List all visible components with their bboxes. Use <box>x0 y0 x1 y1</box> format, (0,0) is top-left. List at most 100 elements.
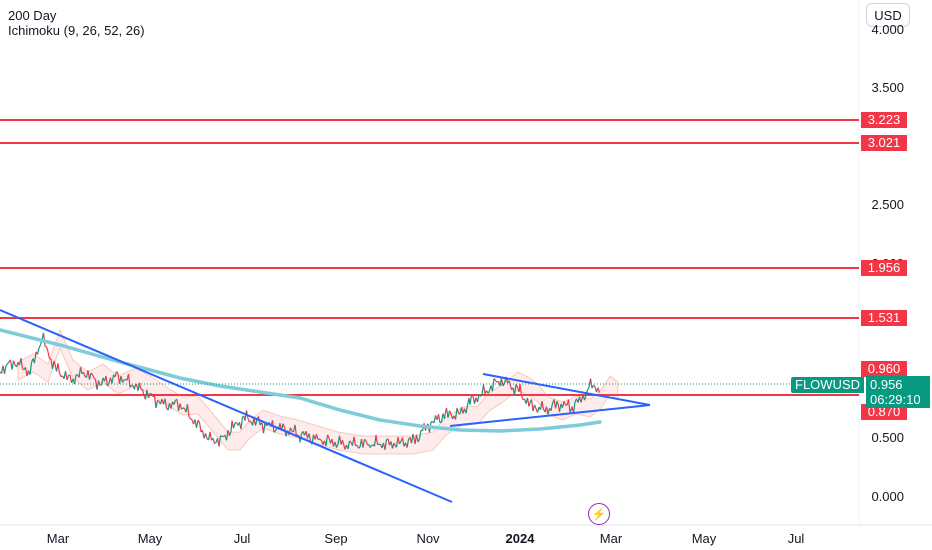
price-segment <box>82 371 86 377</box>
level-tag: 3.021 <box>861 135 907 151</box>
trendline[interactable] <box>482 373 651 406</box>
price-segment <box>583 394 587 401</box>
price-segment <box>164 398 168 409</box>
price-segment <box>556 400 559 405</box>
price-segment <box>418 430 422 439</box>
indicator-label[interactable]: Ichimoku (9, 26, 52, 26) <box>8 23 145 38</box>
price-tick: 4.000 <box>871 22 904 37</box>
price-segment <box>471 394 474 397</box>
price-segment <box>197 419 200 423</box>
price-segment <box>567 399 571 413</box>
price-segment <box>513 384 517 395</box>
price-segment <box>247 418 251 423</box>
bar-countdown: 06:29:10 <box>870 392 921 407</box>
price-segment <box>45 346 49 352</box>
price-segment <box>100 377 104 386</box>
price-segment <box>114 371 118 378</box>
price-segment <box>188 416 191 420</box>
price-segment <box>500 377 504 387</box>
price-segment <box>465 405 469 414</box>
price-segment <box>240 416 244 430</box>
price-series <box>0 332 601 450</box>
date-tick: Mar <box>599 531 623 546</box>
price-segment <box>493 378 496 381</box>
price-segment <box>355 444 358 447</box>
price-segment <box>401 437 405 447</box>
lightning-icon[interactable]: ⚡ <box>588 503 610 525</box>
price-segment <box>502 382 506 387</box>
price-segment <box>335 443 339 448</box>
price-tick: 0.500 <box>871 430 904 445</box>
price-segment <box>519 384 523 396</box>
price-segment <box>397 436 401 445</box>
price-segment <box>334 441 338 448</box>
price-tick: 2.500 <box>871 197 904 212</box>
price-segment <box>7 361 10 365</box>
price-segment <box>51 360 55 370</box>
trendline[interactable] <box>449 404 651 427</box>
price-segment <box>273 430 276 433</box>
price-segment <box>111 374 115 384</box>
price-segment <box>440 413 444 423</box>
price-segment <box>315 434 319 440</box>
price-tick: 3.500 <box>871 80 904 95</box>
price-segment <box>586 387 590 391</box>
horizontal-levels[interactable] <box>0 119 859 396</box>
price-segment <box>22 368 25 371</box>
price-segment <box>214 442 217 445</box>
price-segment <box>349 440 352 443</box>
price-segment <box>433 415 437 423</box>
date-tick: Mar <box>46 531 70 546</box>
price-segment <box>36 348 40 355</box>
price-segment <box>417 438 421 443</box>
price-segment <box>558 403 562 412</box>
price-segment <box>198 422 202 433</box>
price-segment <box>186 404 190 417</box>
price-segment <box>515 384 519 388</box>
price-segment <box>153 395 157 408</box>
price-segment <box>179 403 183 410</box>
price-segment <box>532 404 536 412</box>
price-segment <box>347 440 351 450</box>
timeframe-label[interactable]: 200 Day <box>8 8 57 23</box>
price-segment <box>487 390 491 394</box>
price-segment <box>482 384 486 394</box>
ma200-series <box>0 328 602 433</box>
price-segment <box>212 438 216 444</box>
price-tick: 0.000 <box>871 489 904 504</box>
price-segment <box>520 395 524 400</box>
price-segment <box>69 374 73 383</box>
price-segment <box>121 379 125 383</box>
price-segment <box>563 401 567 406</box>
price-segment <box>395 437 399 448</box>
price-segment <box>437 414 441 423</box>
price-segment <box>365 440 369 446</box>
price-segment <box>325 434 329 446</box>
price-segment <box>29 362 33 375</box>
price-segment <box>572 401 576 414</box>
price-segment <box>476 394 480 403</box>
price-segment <box>91 374 95 379</box>
price-segment <box>371 444 374 447</box>
price-segment <box>508 380 511 384</box>
currency-button[interactable]: USD <box>866 3 910 27</box>
price-segment <box>491 378 495 392</box>
price-segment <box>547 408 551 415</box>
price-segment <box>456 407 460 414</box>
price-segment <box>331 438 335 447</box>
price-segment <box>157 399 160 403</box>
price-segment <box>398 441 402 445</box>
price-segment <box>262 423 266 434</box>
price-segment <box>20 358 24 369</box>
level-tag: 1.531 <box>861 310 907 326</box>
price-segment <box>173 400 177 405</box>
price-segment <box>597 387 601 393</box>
date-tick: Sep <box>324 531 348 546</box>
trendlines[interactable] <box>0 309 651 503</box>
date-tick: 2024 <box>505 531 535 546</box>
trendline[interactable] <box>0 309 453 503</box>
price-segment <box>3 365 7 375</box>
price-segment <box>131 384 134 387</box>
price-segment <box>580 396 584 403</box>
